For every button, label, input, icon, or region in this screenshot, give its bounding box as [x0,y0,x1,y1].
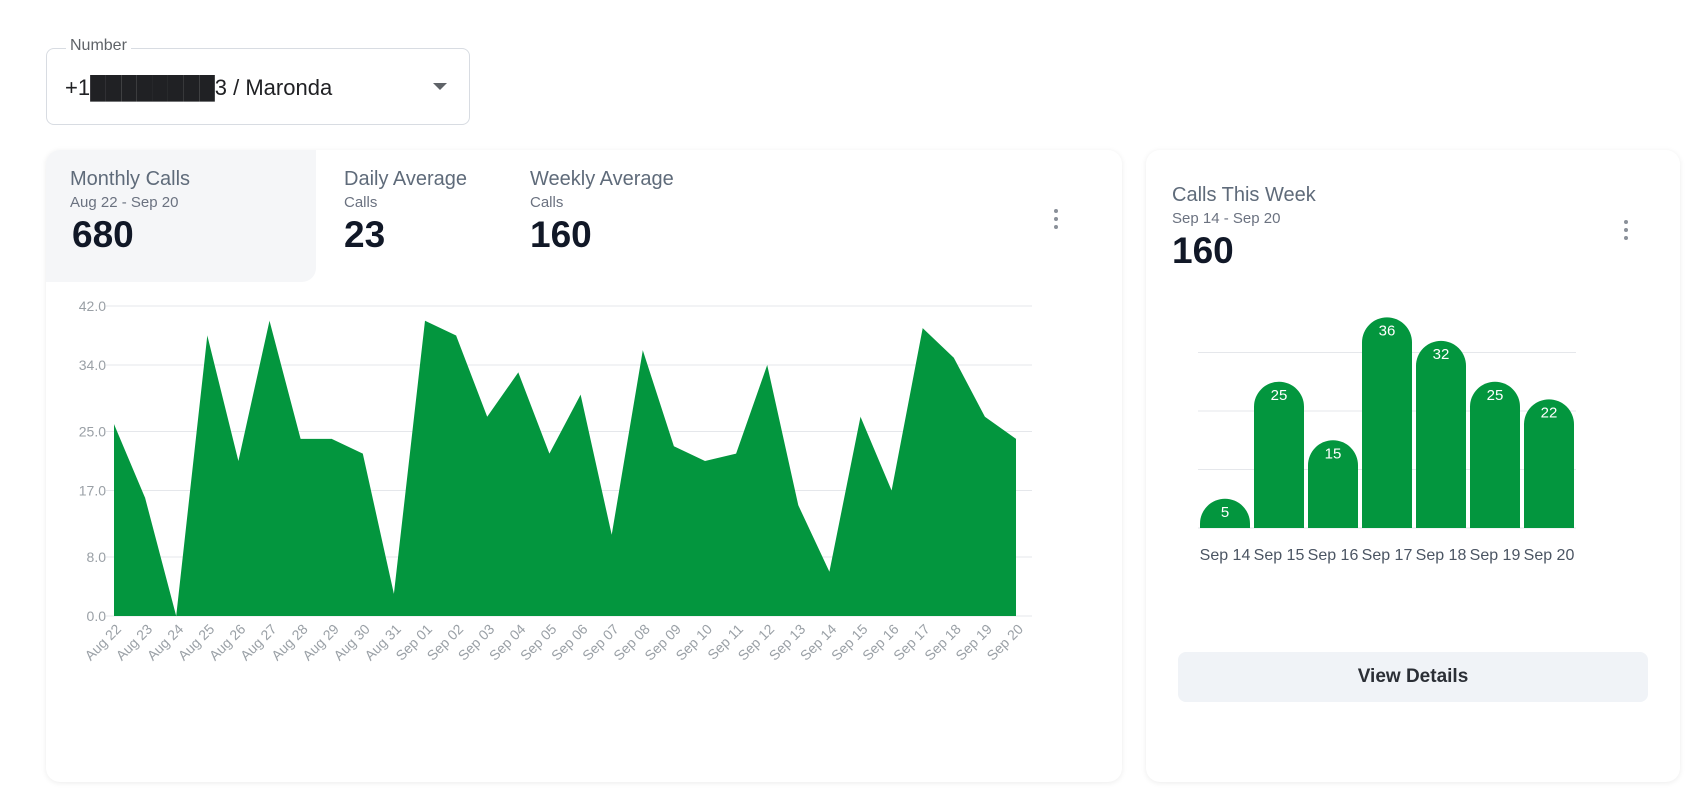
monthly-calls-range: Aug 22 - Sep 20 [70,194,179,211]
arrow-drop-down-icon[interactable] [433,83,447,90]
more-vert-icon[interactable] [1624,220,1628,244]
monthly-calls-card: Monthly Calls Aug 22 - Sep 20 680 Daily … [46,150,1122,782]
monthly-calls-title: Monthly Calls [70,168,191,190]
weekly-average-value: 160 [530,214,592,255]
calls-this-week-title: Calls This Week [1172,184,1316,206]
bar [1362,317,1412,528]
tab-daily-average[interactable]: Daily Average Calls 23 [318,150,488,282]
calls-this-week-range: Sep 14 - Sep 20 [1172,210,1281,227]
bar [1524,399,1574,528]
daily-average-title: Daily Average [344,168,468,190]
bar-data-label: 22 [1541,404,1558,421]
y-tick-label: 17.0 [79,483,106,499]
calls-this-week-bar-chart: 5 Sep 14 25 Sep 15 15 Sep 16 36 Sep 17 32 Sep 18 2… [1198,317,1576,564]
bar-data-label: 25 [1487,387,1504,404]
bar [1200,498,1250,528]
view-details-button[interactable]: View Details [1178,652,1648,702]
calls-area-series [114,320,1016,616]
tab-weekly-average[interactable]: Weekly Average Calls 160 [504,150,694,282]
x-tick-label: Sep 16 [1308,547,1359,564]
y-tick-label: 0.0 [87,608,107,624]
calls-this-week-value: 160 [1172,230,1234,271]
calls-this-week-card: Calls This Week Sep 14 - Sep 20 160 5 Sep… [1146,150,1680,782]
more-vert-icon[interactable] [1054,209,1058,233]
bar-data-label: 15 [1325,445,1342,462]
weekly-average-sub: Calls [530,194,564,211]
x-tick-label: Sep 14 [1200,547,1251,564]
x-tick-label: Sep 19 [1470,547,1521,564]
bar [1308,440,1358,528]
number-select-label: Number [66,37,131,55]
bar [1416,340,1466,528]
y-tick-label: 42.0 [79,300,106,314]
daily-average-sub: Calls [344,194,378,211]
y-tick-label: 25.0 [79,423,106,439]
bar-data-label: 32 [1433,346,1450,363]
bar-data-label: 5 [1221,504,1229,521]
tab-monthly-calls[interactable]: Monthly Calls Aug 22 - Sep 20 680 [46,150,316,282]
y-tick-label: 8.0 [87,549,107,565]
x-tick-label: Sep 15 [1254,547,1305,564]
x-tick-label: Sep 18 [1416,547,1467,564]
y-tick-label: 34.0 [79,357,106,373]
bar [1254,381,1304,528]
monthly-calls-value: 680 [72,214,134,255]
x-tick-label: Sep 20 [1524,547,1575,564]
number-select-value: +1████████3 / Maronda [65,75,333,100]
weekly-average-title: Weekly Average [530,168,674,190]
bar [1470,381,1520,528]
number-select[interactable]: +1████████3 / Maronda [46,48,470,125]
daily-average-value: 23 [344,214,386,255]
bar-data-label: 25 [1271,387,1288,404]
x-tick-label: Sep 17 [1362,547,1413,564]
bar-data-label: 36 [1379,322,1396,339]
